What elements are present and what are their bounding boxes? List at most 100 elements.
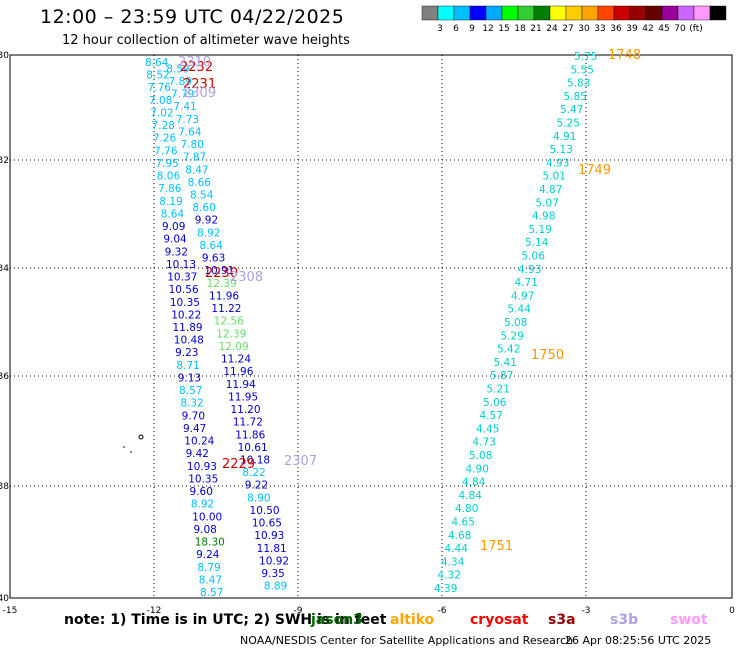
wave-height-label: 9.22 [245, 480, 268, 492]
wave-height-label: 8.79 [197, 562, 220, 574]
wave-height-label: 8.92 [197, 227, 220, 239]
wave-height-label: 7.76 [154, 145, 178, 157]
colorbar-label: 36 [610, 24, 622, 34]
island-marker [138, 434, 144, 440]
pass-time-label: 2229 [222, 457, 255, 472]
wave-height-label: 11.20 [230, 404, 260, 416]
wave-height-label: 8.92 [191, 499, 214, 511]
wave-height-label: 7.41 [173, 101, 196, 113]
wave-height-label: 4.34 [441, 556, 465, 568]
map-title: 12:00 – 23:59 UTC 04/22/2025 [40, 6, 345, 28]
wave-height-label: 8.57 [179, 385, 202, 397]
wave-height-label: 7.08 [149, 95, 172, 107]
wave-height-label: 7.80 [180, 139, 203, 151]
wave-height-label: 10.37 [167, 272, 197, 284]
colorbar-label: 39 [626, 24, 638, 34]
wave-height-label: 4.98 [532, 211, 555, 223]
wave-height-label: 5.08 [504, 317, 527, 329]
wave-height-label: 9.70 [182, 410, 205, 422]
wave-height-label: 5.06 [522, 251, 546, 263]
wave-height-label: 9.32 [165, 246, 188, 258]
wave-height-label: 7.76 [148, 82, 172, 94]
colorbar-swatch [597, 5, 615, 21]
wave-height-label: 8.19 [159, 196, 182, 208]
colorbar-labels: 3 6 9 12 15 18 21 24 27 30 33 36 39 42 45 70 (ft) [437, 24, 703, 34]
wave-height-label: 11.96 [209, 290, 239, 302]
wave-height-label: 5.87 [490, 370, 513, 382]
wave-height-label: 8.47 [185, 164, 208, 176]
wave-height-label: 11.94 [226, 379, 256, 391]
wave-height-label: 4.71 [515, 277, 538, 289]
wave-height-label: 12.39 [207, 278, 237, 290]
wave-height-label: 5.25 [557, 118, 580, 130]
wave-height-label: 7.79 [171, 89, 194, 101]
colorbar-swatch [677, 5, 695, 21]
wave-height-label: 4.57 [480, 410, 503, 422]
wave-height-label: 10.35 [188, 473, 218, 485]
wave-height-label: 10.35 [170, 297, 200, 309]
wave-height-label: 4.32 [438, 570, 461, 582]
wave-height-label: 7.28 [152, 120, 175, 132]
wave-height-label: 5.55 [571, 64, 594, 76]
island-marker [123, 446, 125, 448]
sat-label-altiko: altiko [390, 612, 435, 628]
wave-height-label: 12.56 [214, 316, 244, 328]
colorbar-label: 30 [578, 24, 590, 34]
wave-height-label: 5.07 [536, 197, 559, 209]
colorbar-swatch [453, 5, 471, 21]
wave-height-label: 10.24 [184, 436, 214, 448]
wave-height-label: 5.08 [469, 450, 492, 462]
colorbar-label: 3 [437, 24, 443, 34]
wave-height-label: 5.21 [487, 384, 510, 396]
wave-height-label: 10.61 [238, 442, 268, 454]
wave-height-label: 9.63 [202, 253, 225, 265]
lat-label: -34 [0, 264, 9, 274]
map-subtitle: 12 hour collection of altimeter wave hei… [62, 33, 350, 48]
wave-height-label: 18.30 [195, 537, 225, 549]
colorbar [421, 5, 727, 21]
colorbar-swatch [709, 5, 727, 21]
wave-height-label: 10.18 [240, 455, 270, 467]
sat-label-s3a: s3a [548, 612, 576, 628]
lon-label: -9 [294, 606, 303, 616]
colorbar-swatch [421, 5, 439, 21]
wave-height-label: 10.00 [192, 511, 222, 523]
sat-label-cryosat: cryosat [470, 612, 529, 628]
wave-height-label: 5.75 [574, 51, 597, 63]
latitude-labels: -30 -32 -34 -36 -38 -40 [0, 51, 9, 604]
wave-height-label: 9.09 [162, 221, 185, 233]
wave-height-label: 5.47 [560, 104, 583, 116]
footer-generated-date: 26 Apr 08:25:56 UTC 2025 [565, 634, 712, 647]
wave-height-label: 8.22 [242, 467, 265, 479]
colorbar-label: 12 [482, 24, 493, 34]
wave-height-label: 5.06 [483, 397, 507, 409]
lat-label: -38 [0, 482, 9, 492]
wave-height-label: 4.93 [546, 157, 569, 169]
wave-height-label: 7.64 [178, 126, 202, 138]
wave-height-label: 5.01 [543, 171, 566, 183]
wave-height-label: 10.56 [169, 284, 199, 296]
wave-height-label: 9.04 [163, 234, 187, 246]
lat-label: -32 [0, 156, 9, 166]
colorbar-label: 24 [546, 24, 558, 34]
colorbar-label: 33 [594, 24, 605, 34]
wave-height-label: 9.23 [175, 347, 198, 359]
lon-label: -6 [438, 606, 447, 616]
wave-height-label: 10.93 [187, 461, 217, 473]
wave-height-label: 7.26 [153, 133, 177, 145]
sat-label-jason3: jason3 [311, 612, 363, 628]
wave-height-label: 11.89 [173, 322, 203, 334]
wave-height-label: 4.90 [466, 463, 489, 475]
wave-height-label: 5.19 [529, 224, 552, 236]
sat-label-swot: swot [670, 612, 708, 628]
wave-height-label: 4.44 [445, 543, 469, 555]
wave-height-label: 10.91 [204, 265, 234, 277]
colorbar-swatch [437, 5, 455, 21]
wave-height-label: 10.13 [166, 259, 196, 271]
wave-height-label: 5.85 [564, 91, 587, 103]
colorbar-label: 18 [514, 24, 526, 34]
colorbar-swatch [565, 5, 583, 21]
wave-height-label: 10.48 [174, 335, 204, 347]
